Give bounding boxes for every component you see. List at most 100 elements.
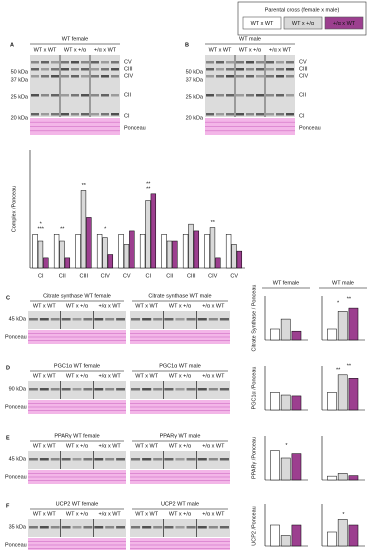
- blot-band: [91, 68, 99, 71]
- marker-label: 37 kDa: [11, 77, 29, 83]
- blot-band: [186, 388, 196, 391]
- blot-band: [61, 458, 71, 461]
- blot-band: [111, 75, 119, 78]
- significance: *: [337, 301, 340, 307]
- blot-band: [186, 318, 196, 321]
- bar: [43, 257, 49, 269]
- bar: [102, 237, 108, 269]
- stain-label: Ponceau: [5, 404, 27, 410]
- blot-band: [186, 458, 196, 461]
- bar: [188, 223, 194, 269]
- bar: [327, 531, 337, 547]
- lane-label: WT x WT: [33, 443, 56, 449]
- blot-title: Citrate synthase WT female: [43, 293, 111, 299]
- legend-label: +/α x WT: [333, 21, 356, 27]
- blot-band: [94, 388, 104, 391]
- bar: [204, 234, 210, 269]
- lane-label: WT x WT: [33, 373, 56, 379]
- blot-band: [61, 318, 71, 321]
- blot-band: [175, 318, 185, 321]
- blot-band: [226, 68, 234, 71]
- ponceau-strip: [130, 538, 230, 550]
- marker-label: 50 kDa: [186, 69, 204, 75]
- blot-band: [61, 75, 69, 78]
- significance: *: [285, 443, 288, 449]
- blot-title: UCP2 WT male: [161, 501, 199, 507]
- blot: [28, 519, 126, 537]
- blot-band: [72, 526, 82, 529]
- blot-band: [31, 68, 39, 71]
- blot-band: [276, 113, 284, 116]
- bar: [270, 392, 280, 411]
- blot-band: [83, 318, 93, 321]
- band-label: CIV: [299, 73, 309, 79]
- blot-band: [71, 113, 79, 116]
- blot-band: [101, 68, 109, 71]
- blot-band: [131, 458, 141, 461]
- blot-band: [142, 318, 152, 321]
- legend-title: Parental cross (female x male): [265, 7, 340, 13]
- lane-label: +/α x WT: [94, 47, 117, 53]
- blot-band: [197, 318, 207, 321]
- marker-label: 50 kDa: [11, 69, 29, 75]
- y-axis-label: Complex /Ponceau: [11, 186, 17, 232]
- bar: [337, 519, 348, 547]
- blot: [28, 311, 126, 329]
- blot-band: [164, 318, 174, 321]
- lane-label: WT x WT: [33, 303, 56, 309]
- blot-band: [216, 75, 224, 78]
- bar: [280, 457, 291, 481]
- band-label: CIII: [299, 66, 308, 72]
- lane-label: WT x +/α: [169, 443, 192, 449]
- blot-title: PGC1α WT male: [159, 363, 201, 369]
- blot-band: [31, 94, 39, 97]
- blot-band: [61, 61, 69, 64]
- blot-band: [51, 61, 59, 64]
- blot-band: [208, 318, 218, 321]
- bar: [270, 328, 280, 341]
- column-header: WT female: [273, 280, 300, 286]
- blot-band: [226, 75, 234, 78]
- significance: **: [336, 367, 341, 373]
- bar: [86, 217, 92, 269]
- blot-band: [51, 68, 59, 71]
- blot-band: [41, 113, 49, 116]
- blot-band: [246, 113, 254, 116]
- blot-band: [29, 318, 38, 321]
- lane-label: +/α x WT: [202, 303, 225, 309]
- marker-label: 45 kDa: [9, 456, 27, 462]
- blot-band: [81, 61, 89, 64]
- blot-band: [81, 94, 89, 97]
- significance: **: [82, 183, 87, 189]
- blot-band: [164, 458, 174, 461]
- blot-band: [71, 61, 79, 64]
- blot-band: [286, 68, 294, 71]
- blot-band: [246, 68, 254, 71]
- blot-band: [236, 113, 244, 116]
- x-tick-label: CII: [166, 273, 174, 279]
- blot-band: [41, 61, 49, 64]
- marker-label: 37 kDa: [186, 77, 204, 83]
- bar: [291, 524, 302, 547]
- blot-band: [61, 113, 69, 116]
- lane-label: WT x WT: [135, 443, 158, 449]
- blot-title: PPARγ WT male: [160, 433, 201, 439]
- bar: [139, 234, 146, 269]
- significance: **: [60, 227, 65, 233]
- blot-band: [31, 113, 39, 116]
- blot-band: [208, 526, 218, 529]
- blot-band: [236, 68, 244, 71]
- bar: [270, 450, 280, 481]
- bar: [53, 234, 60, 269]
- bar: [270, 524, 280, 547]
- x-tick-label: CV: [230, 273, 238, 279]
- blot-band: [175, 388, 185, 391]
- blot-band: [91, 94, 99, 97]
- band-label: CII: [299, 92, 307, 98]
- bar: [327, 475, 337, 481]
- panel-label: A: [10, 42, 14, 48]
- blot-band: [256, 75, 264, 78]
- bar: [236, 250, 243, 269]
- blot-band: [256, 68, 264, 71]
- marker-label: 25 kDa: [11, 94, 29, 100]
